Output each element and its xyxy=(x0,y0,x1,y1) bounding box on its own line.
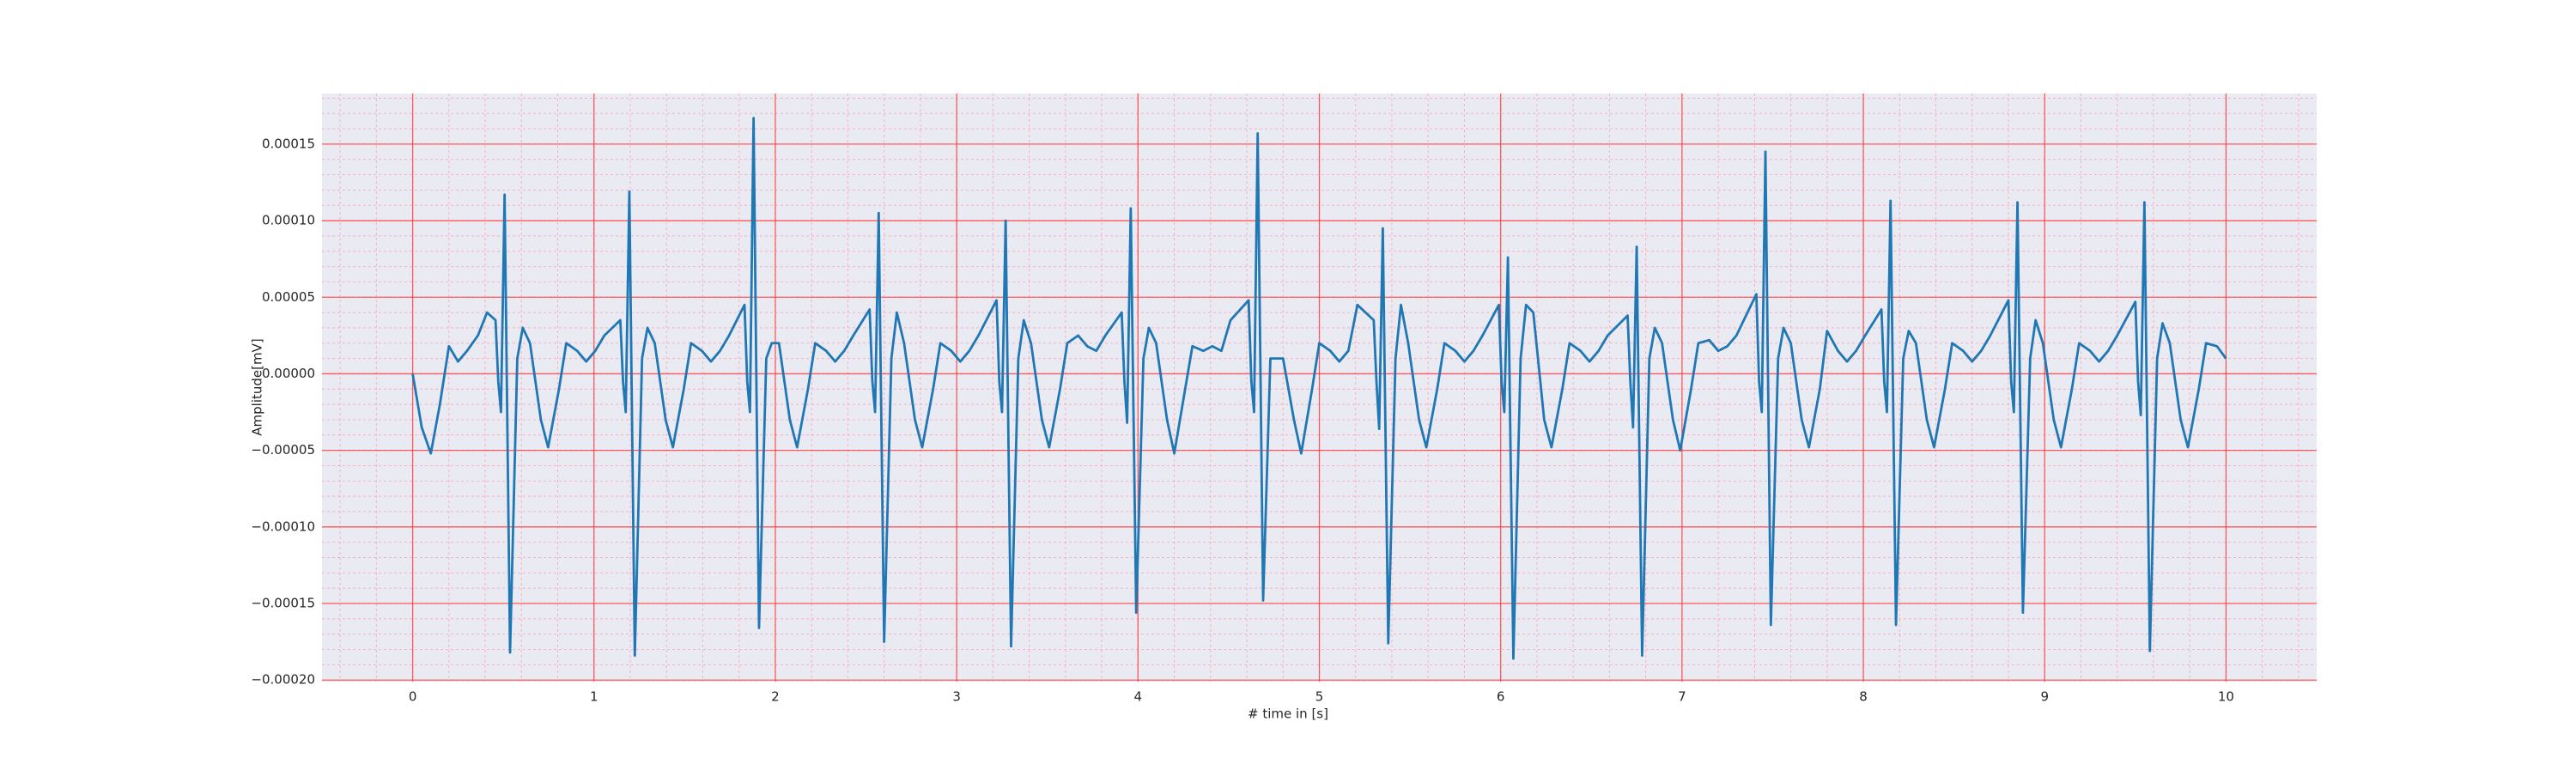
x-tick-label: 0 xyxy=(409,689,417,705)
y-tick-label: 0.00015 xyxy=(262,136,315,151)
y-tick-label: −0.00020 xyxy=(251,672,315,688)
y-tick-label: −0.00015 xyxy=(251,596,315,611)
y-axis-label: Amplitude[mV] xyxy=(250,338,265,435)
x-tick-label: 10 xyxy=(2218,689,2234,705)
y-tick-label: 0.00010 xyxy=(262,213,315,228)
y-tick-label: 0.00005 xyxy=(262,289,315,305)
x-tick-label: 9 xyxy=(2040,689,2049,705)
x-tick-label: 5 xyxy=(1315,689,1324,705)
x-tick-label: 4 xyxy=(1134,689,1143,705)
y-tick-label: −0.00010 xyxy=(251,518,315,534)
x-tick-label: 3 xyxy=(952,689,961,705)
x-tick-label: 8 xyxy=(1859,689,1868,705)
x-tick-label: 2 xyxy=(771,689,780,705)
y-tick-label: 0.00000 xyxy=(262,366,315,381)
x-tick-label: 1 xyxy=(590,689,598,705)
x-axis-label: # time in [s] xyxy=(1248,706,1328,722)
signal-line xyxy=(411,117,2227,660)
y-tick-label: −0.00005 xyxy=(251,442,315,458)
x-tick-label: 6 xyxy=(1497,689,1505,705)
x-tick-label: 7 xyxy=(1678,689,1686,705)
